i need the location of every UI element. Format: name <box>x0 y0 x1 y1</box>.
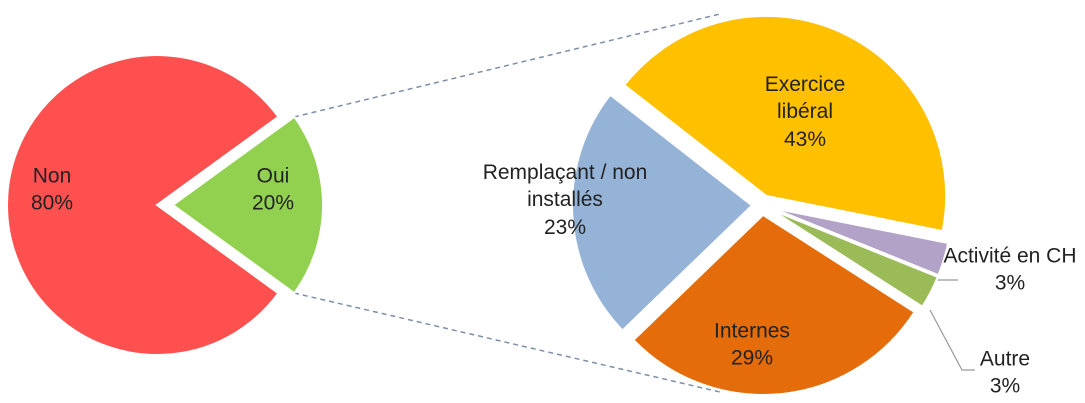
pie-slice <box>171 115 324 295</box>
slice-value: 29% <box>730 347 774 370</box>
slice-name: Non <box>32 164 72 188</box>
slice-name: Oui <box>256 164 290 188</box>
connector <box>293 13 721 118</box>
slice-value: 23% <box>543 215 587 239</box>
slice-label: Non 80% <box>17 163 87 218</box>
slice-label: Remplaçant / non installés 23% <box>475 159 655 241</box>
connector <box>293 292 721 393</box>
pie-slice <box>771 206 950 277</box>
slice-name: Internes <box>714 319 790 343</box>
pie-slice <box>6 54 280 356</box>
slice-name: Remplaçant / non installés <box>482 161 648 212</box>
slice-name: Activité en CH <box>943 244 1077 268</box>
slice-name: Autre <box>979 347 1031 371</box>
slice-label: Internes 29% <box>712 318 792 373</box>
slice-label: Autre 3% <box>975 346 1035 401</box>
leader-line <box>929 309 975 371</box>
slice-label: Exercice libéral 43% <box>750 71 860 153</box>
slice-value: 20% <box>251 192 295 215</box>
slice-label: Activité en CH 3% <box>940 243 1080 298</box>
slice-name: Exercice libéral <box>764 73 846 124</box>
pie-slice <box>770 208 940 309</box>
slice-label: Oui 20% <box>238 163 308 218</box>
pie-slice <box>632 213 916 396</box>
pie-slice <box>622 14 948 233</box>
slice-value: 43% <box>783 127 827 151</box>
pie-slice <box>571 93 754 332</box>
slice-value: 3% <box>989 375 1021 398</box>
slice-value: 3% <box>994 272 1026 295</box>
slice-value: 80% <box>30 192 74 215</box>
